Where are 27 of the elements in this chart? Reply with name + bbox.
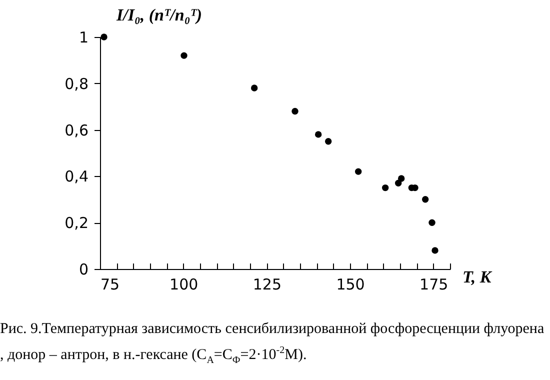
point xyxy=(292,108,298,115)
point xyxy=(398,175,405,182)
point xyxy=(432,247,438,254)
x-tick-label: 150 xyxy=(336,276,365,294)
point xyxy=(324,138,332,145)
point xyxy=(382,184,389,192)
y-tick-label: 0,4 xyxy=(64,168,88,186)
x-tick-label: 75 xyxy=(100,276,120,294)
text: Рис. 9.Температурная зависимость сенсибилизированной фосфоресценции флуорена , донор – антрон, в н.-гексане (C$_{А}$=C$_{Ф}$=2·10$^{-2}$М). xyxy=(0,320,546,368)
y-tick-label: 0,2 xyxy=(64,214,88,232)
y-tick-label: 1 xyxy=(78,28,88,46)
point xyxy=(100,34,108,40)
x-axis-title: T, K xyxy=(462,268,493,286)
point xyxy=(180,52,188,59)
point xyxy=(354,168,362,175)
y-tick-label: 0,8 xyxy=(64,74,88,93)
point xyxy=(428,219,436,226)
x-tick-label: 175 xyxy=(420,276,448,294)
y-axis-title: I/I₀, (nᵀ/n₀ᵀ) xyxy=(116,6,202,24)
point xyxy=(422,196,429,203)
x-tick-label: 100 xyxy=(170,276,198,294)
point xyxy=(394,180,402,187)
point xyxy=(314,131,322,138)
x-tick-label: 125 xyxy=(252,276,282,294)
y-tick-label: 0,6 xyxy=(64,121,88,140)
y-tick-label: 0 xyxy=(78,260,88,278)
point xyxy=(250,84,258,92)
